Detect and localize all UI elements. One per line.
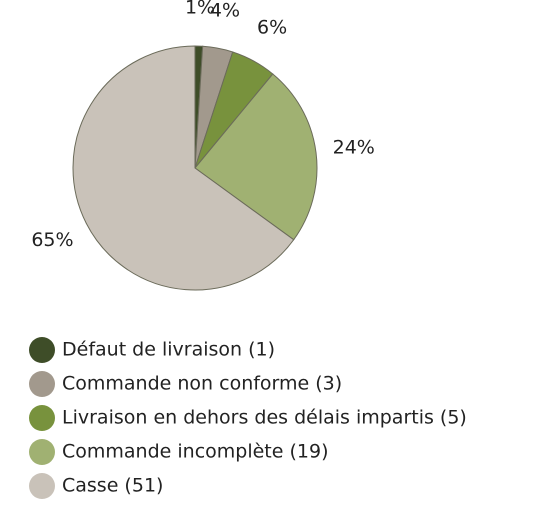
legend-label: Commande non conforme (3)	[62, 373, 342, 395]
legend-label: Casse (51)	[62, 475, 163, 497]
legend-swatch	[29, 337, 55, 363]
pie-slice	[194, 73, 318, 241]
data-label: 4%	[210, 0, 240, 21]
legend-label: Commande incomplète (19)	[62, 441, 329, 463]
legend-swatch	[29, 371, 55, 397]
data-label: 6%	[257, 16, 287, 38]
data-label: 24%	[333, 136, 375, 158]
legend-swatch	[29, 473, 55, 499]
data-label: 1%	[185, 0, 215, 19]
legend-label: Livraison en dehors des délais impartis …	[62, 407, 467, 429]
legend-label: Défaut de livraison (1)	[62, 339, 275, 361]
pie-slice	[72, 45, 295, 291]
data-label: 65%	[31, 229, 73, 251]
legend-swatch	[29, 405, 55, 431]
legend-swatch	[29, 439, 55, 465]
